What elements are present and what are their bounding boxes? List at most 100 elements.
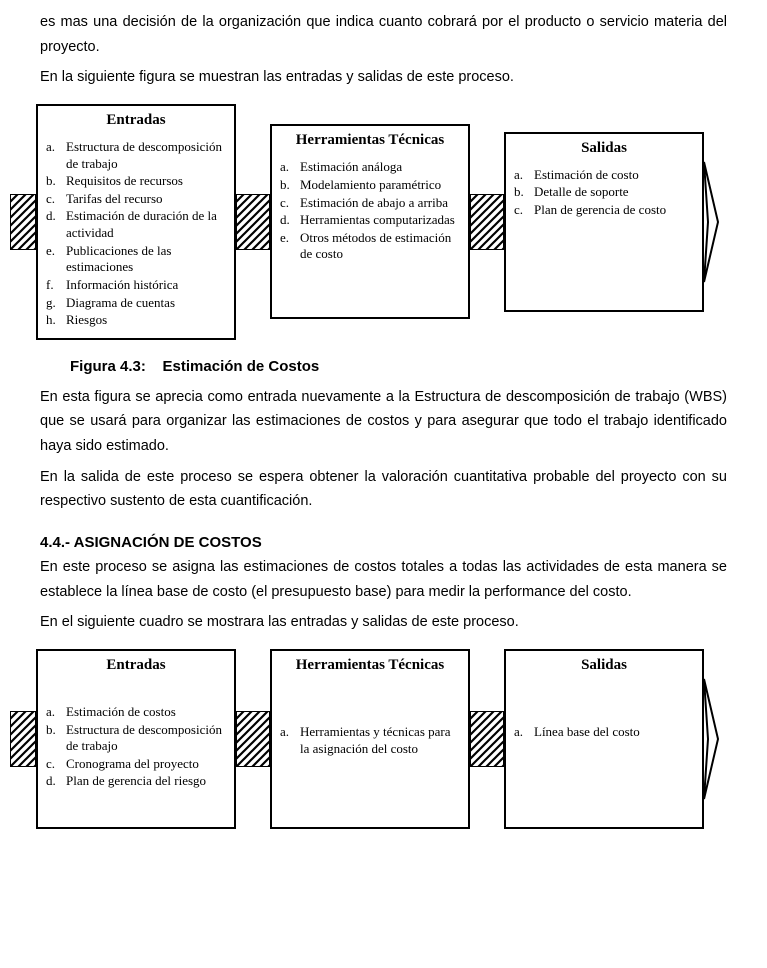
list-item-text: Estimación de duración de la actividad [66,208,226,241]
middle-paragraph-1: En esta figura se aprecia como entrada n… [40,385,727,459]
list-item-letter: a. [514,724,534,741]
list-item: e.Publicaciones de las estimaciones [46,243,226,276]
list-item-letter: b. [46,722,66,755]
arrowhead-1 [704,132,720,312]
list-item-letter: e. [280,230,300,263]
list-item-letter: b. [280,177,300,194]
box-herramientas-1: Herramientas Técnicas a.Estimación análo… [270,124,470,319]
list-item-text: Información histórica [66,277,178,294]
list-item-text: Detalle de soporte [534,184,629,201]
list-item-text: Estimación de costos [66,704,176,721]
list-item-letter: h. [46,312,66,329]
middle-paragraph-2: En la salida de este proceso se espera o… [40,465,727,514]
list-item: c.Plan de gerencia de costo [514,202,694,219]
figure-1-caption-label: Figura 4.3: [70,358,146,375]
list-item: g.Diagrama de cuentas [46,295,226,312]
list-salidas-1: a.Estimación de costob.Detalle de soport… [514,167,694,220]
list-item-text: Estructura de descomposición de trabajo [66,139,226,172]
box-entradas-2: Entradas a.Estimación de costosb.Estruct… [36,649,236,829]
hatch-connector-5 [236,711,270,767]
list-item-letter: b. [514,184,534,201]
list-item: b.Requisitos de recursos [46,173,226,190]
list-item-text: Otros métodos de estimación de costo [300,230,460,263]
list-item-letter: a. [514,167,534,184]
section-heading: 4.4.- ASIGNACIÓN DE COSTOS [40,534,727,551]
list-item-text: Estimación análoga [300,159,402,176]
arrowhead-2 [704,649,720,829]
list-item: a.Estimación análoga [280,159,460,176]
list-item-text: Publicaciones de las estimaciones [66,243,226,276]
box-title-herramientas-1: Herramientas Técnicas [280,132,460,149]
list-item-text: Estimación de abajo a arriba [300,195,448,212]
list-item: c.Estimación de abajo a arriba [280,195,460,212]
list-item-text: Riesgos [66,312,107,329]
box-title-salidas-1: Salidas [514,140,694,157]
list-item-text: Herramientas y técnicas para la asignaci… [300,724,460,757]
list-item-text: Estimación de costo [534,167,639,184]
list-item-text: Requisitos de recursos [66,173,183,190]
list-item: d.Herramientas computarizadas [280,212,460,229]
box-entradas-1: Entradas a.Estructura de descomposición … [36,104,236,340]
box-title-herramientas-2: Herramientas Técnicas [280,657,460,674]
list-item-text: Plan de gerencia de costo [534,202,666,219]
list-item-letter: c. [514,202,534,219]
list-item-letter: c. [46,756,66,773]
box-title-entradas-2: Entradas [46,657,226,674]
box-salidas-1: Salidas a.Estimación de costob.Detalle d… [504,132,704,312]
intro-paragraph-1: es mas una decisión de la organización q… [40,10,727,59]
box-herramientas-2: Herramientas Técnicas a.Herramientas y t… [270,649,470,829]
list-item: d.Plan de gerencia del riesgo [46,773,226,790]
hatch-connector-4 [10,711,36,767]
list-item-text: Cronograma del proyecto [66,756,199,773]
list-item-letter: e. [46,243,66,276]
list-item-text: Modelamiento paramétrico [300,177,441,194]
list-item-letter: g. [46,295,66,312]
list-item: a.Estructura de descomposición de trabaj… [46,139,226,172]
list-item-text: Línea base del costo [534,724,640,741]
list-item: b.Modelamiento paramétrico [280,177,460,194]
section-paragraph-1: En este proceso se asigna las estimacion… [40,555,727,604]
list-item: f.Información histórica [46,277,226,294]
list-item-letter: f. [46,277,66,294]
list-item-letter: c. [46,191,66,208]
list-item: a.Línea base del costo [514,724,694,741]
list-item-letter: a. [280,724,300,757]
list-item-text: Tarifas del recurso [66,191,163,208]
list-item-letter: b. [46,173,66,190]
figure-1-caption-text: Estimación de Costos [163,358,320,375]
list-item-text: Herramientas computarizadas [300,212,455,229]
list-item: d.Estimación de duración de la actividad [46,208,226,241]
list-item-letter: a. [46,704,66,721]
intro-paragraph-2: En la siguiente figura se muestran las e… [40,65,727,90]
hatch-connector-2 [236,194,270,250]
list-item-letter: d. [46,208,66,241]
section-paragraph-2: En el siguiente cuadro se mostrara las e… [40,610,727,635]
hatch-connector-6 [470,711,504,767]
hatch-connector-3 [470,194,504,250]
list-item: a.Herramientas y técnicas para la asigna… [280,724,460,757]
box-title-entradas-1: Entradas [46,112,226,129]
list-item: e.Otros métodos de estimación de costo [280,230,460,263]
box-title-salidas-2: Salidas [514,657,694,674]
list-entradas-1: a.Estructura de descomposición de trabaj… [46,139,226,330]
list-item-letter: d. [280,212,300,229]
list-herramientas-2: a.Herramientas y técnicas para la asigna… [280,724,460,758]
list-item-text: Estructura de descomposición de trabajo [66,722,226,755]
list-item-letter: c. [280,195,300,212]
hatch-connector-1 [10,194,36,250]
list-item: b.Estructura de descomposición de trabaj… [46,722,226,755]
list-item: b.Detalle de soporte [514,184,694,201]
list-herramientas-1: a.Estimación análogab.Modelamiento param… [280,159,460,264]
list-item-text: Diagrama de cuentas [66,295,175,312]
list-entradas-2: a.Estimación de costosb.Estructura de de… [46,704,226,791]
list-salidas-2: a.Línea base del costo [514,724,694,742]
figure-2: Entradas a.Estimación de costosb.Estruct… [10,649,750,829]
list-item-letter: a. [46,139,66,172]
figure-1: Entradas a.Estructura de descomposición … [10,104,750,340]
list-item: a.Estimación de costo [514,167,694,184]
list-item-text: Plan de gerencia del riesgo [66,773,206,790]
list-item: h.Riesgos [46,312,226,329]
box-salidas-2: Salidas a.Línea base del costo [504,649,704,829]
list-item: c.Cronograma del proyecto [46,756,226,773]
list-item: a.Estimación de costos [46,704,226,721]
